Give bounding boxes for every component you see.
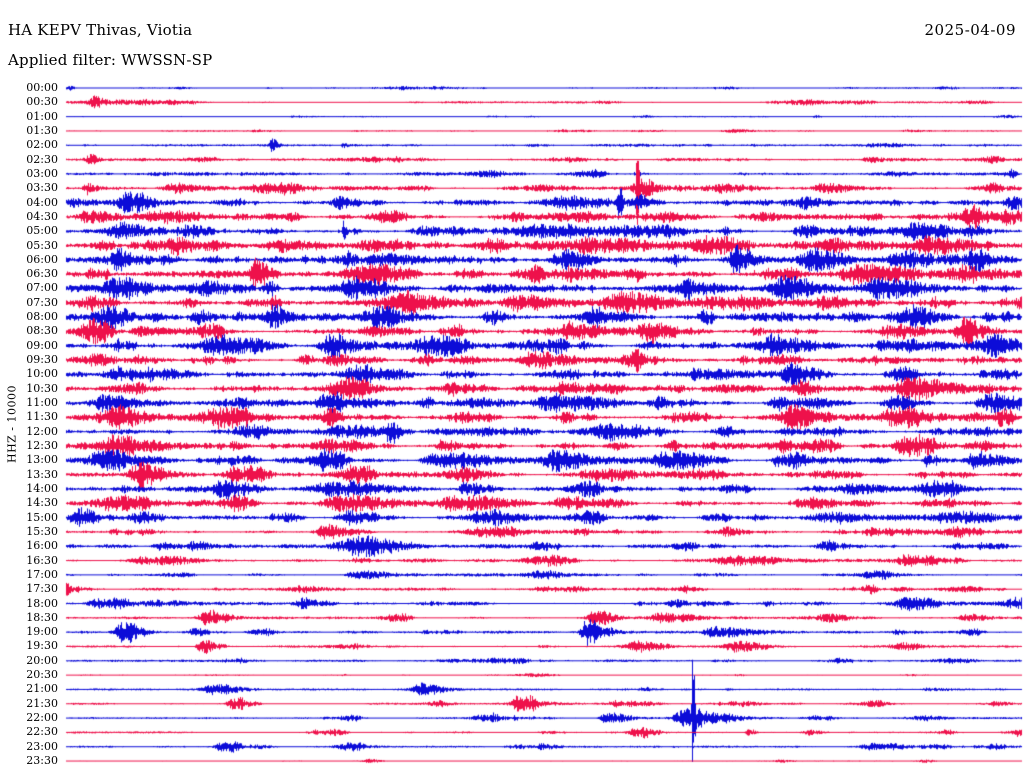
time-label: 06:00	[14, 254, 58, 266]
time-label: 15:30	[14, 526, 58, 538]
time-label: 07:00	[14, 282, 58, 294]
time-label: 09:30	[14, 354, 58, 366]
time-label: 20:30	[14, 669, 58, 681]
time-label: 01:00	[14, 111, 58, 123]
time-label: 00:30	[14, 96, 58, 108]
time-label: 18:30	[14, 612, 58, 624]
time-axis: 00:00 00:30 01:00 01:30 02:00 02:30 03:00 03:30…	[0, 0, 64, 780]
time-label: 05:30	[14, 240, 58, 252]
time-label: 17:30	[14, 583, 58, 595]
time-label: 01:30	[14, 125, 58, 137]
time-label: 18:00	[14, 598, 58, 610]
time-label: 04:00	[14, 197, 58, 209]
time-label: 04:30	[14, 211, 58, 223]
time-label: 22:00	[14, 712, 58, 724]
time-label: 16:30	[14, 555, 58, 567]
time-label: 10:00	[14, 368, 58, 380]
time-label: 23:30	[14, 755, 58, 767]
time-label: 08:00	[14, 311, 58, 323]
time-label: 03:30	[14, 182, 58, 194]
time-label: 08:30	[14, 325, 58, 337]
time-label: 13:00	[14, 454, 58, 466]
time-label: 02:30	[14, 154, 58, 166]
time-label: 23:00	[14, 741, 58, 753]
time-label: 07:30	[14, 297, 58, 309]
date-label: 2025-04-09	[925, 21, 1016, 39]
time-label: 06:30	[14, 268, 58, 280]
time-label: 13:30	[14, 469, 58, 481]
time-label: 15:00	[14, 512, 58, 524]
time-label: 11:00	[14, 397, 58, 409]
time-label: 21:30	[14, 698, 58, 710]
helicorder-canvas	[0, 0, 1024, 780]
time-label: 10:30	[14, 383, 58, 395]
time-label: 09:00	[14, 340, 58, 352]
time-label: 12:00	[14, 426, 58, 438]
helicorder-page: HA KEPV Thivas, Viotia Applied filter: W…	[0, 0, 1024, 780]
time-label: 14:00	[14, 483, 58, 495]
time-label: 14:30	[14, 497, 58, 509]
time-label: 21:00	[14, 683, 58, 695]
time-label: 00:00	[14, 82, 58, 94]
time-label: 20:00	[14, 655, 58, 667]
time-label: 19:00	[14, 626, 58, 638]
time-label: 19:30	[14, 640, 58, 652]
time-label: 16:00	[14, 540, 58, 552]
time-label: 12:30	[14, 440, 58, 452]
time-label: 22:30	[14, 726, 58, 738]
time-label: 02:00	[14, 139, 58, 151]
time-label: 17:00	[14, 569, 58, 581]
time-label: 03:00	[14, 168, 58, 180]
time-label: 11:30	[14, 411, 58, 423]
time-label: 05:00	[14, 225, 58, 237]
